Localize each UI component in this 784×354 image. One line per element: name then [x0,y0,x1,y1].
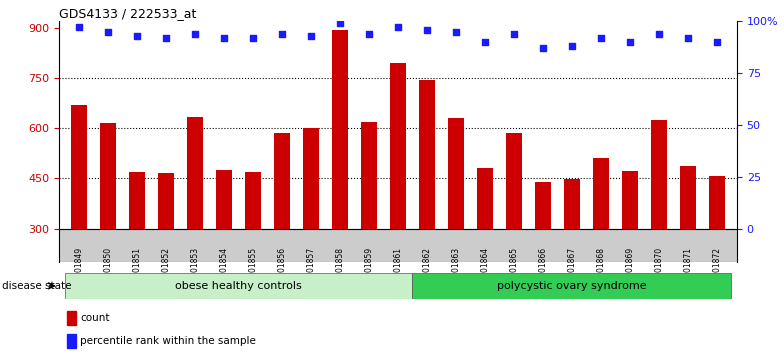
Bar [67,312,76,325]
Text: GSM201870: GSM201870 [654,247,663,293]
Point [536,45,549,51]
Text: GSM201851: GSM201851 [132,247,142,293]
Text: GSM201854: GSM201854 [220,247,228,293]
Bar [593,158,608,229]
Text: GSM201863: GSM201863 [452,247,460,293]
Point [131,33,143,39]
Text: GSM201862: GSM201862 [423,247,431,293]
Bar [419,80,435,229]
Text: obese healthy controls: obese healthy controls [175,281,302,291]
Bar [448,118,464,229]
Point [391,25,405,30]
Text: GSM201852: GSM201852 [162,247,171,293]
Bar [709,176,724,229]
Text: GSM201869: GSM201869 [625,247,634,293]
Text: percentile rank within the sample: percentile rank within the sample [80,336,256,346]
Text: GSM201866: GSM201866 [539,247,547,293]
Bar [71,105,87,229]
Text: GSM201855: GSM201855 [249,247,257,293]
Point [681,35,694,41]
Point [305,33,318,39]
Bar [506,133,522,229]
Bar [245,172,261,229]
Bar [158,173,174,229]
Text: GSM201871: GSM201871 [683,247,692,293]
Point [102,29,114,34]
Point [710,39,723,45]
Text: GSM201858: GSM201858 [336,247,344,293]
Text: disease state: disease state [2,281,71,291]
Point [565,43,578,49]
Point [449,29,462,34]
Text: GSM201872: GSM201872 [712,247,721,293]
Text: GSM201849: GSM201849 [74,247,84,293]
Bar [332,30,348,229]
Point [276,31,289,36]
Point [652,31,665,36]
Text: GSM201853: GSM201853 [191,247,199,293]
Point [218,35,230,41]
Point [363,31,376,36]
Bar [361,121,377,229]
Text: GSM201868: GSM201868 [597,247,605,293]
Text: GDS4133 / 222533_at: GDS4133 / 222533_at [59,7,196,20]
Bar [680,166,695,229]
Point [420,27,433,32]
Bar [100,123,116,229]
Bar [64,273,412,299]
Point [478,39,491,45]
Point [247,35,260,41]
Point [594,35,607,41]
Bar [67,334,76,348]
Text: GSM201867: GSM201867 [568,247,576,293]
Text: polycystic ovary syndrome: polycystic ovary syndrome [497,281,647,291]
Text: GSM201850: GSM201850 [103,247,113,293]
Text: GSM201856: GSM201856 [278,247,286,293]
Point [334,21,347,26]
Text: GSM201859: GSM201859 [365,247,373,293]
Point [189,31,201,36]
Point [160,35,172,41]
Text: count: count [80,313,110,323]
Bar [477,169,493,229]
Bar [187,116,203,229]
Text: GSM201861: GSM201861 [394,247,402,293]
Bar [564,179,579,229]
Text: GSM201857: GSM201857 [307,247,315,293]
Bar [651,120,666,229]
Bar [216,170,232,229]
Text: GSM201865: GSM201865 [510,247,518,293]
Bar [59,229,737,262]
Point [73,25,85,30]
Text: GSM201864: GSM201864 [481,247,489,293]
Bar [390,63,406,229]
Bar [535,182,550,229]
Bar [129,172,145,229]
Point [507,31,520,36]
Bar [303,128,319,229]
Bar [622,171,637,229]
Bar [412,273,731,299]
Point [623,39,636,45]
Bar [274,133,290,229]
